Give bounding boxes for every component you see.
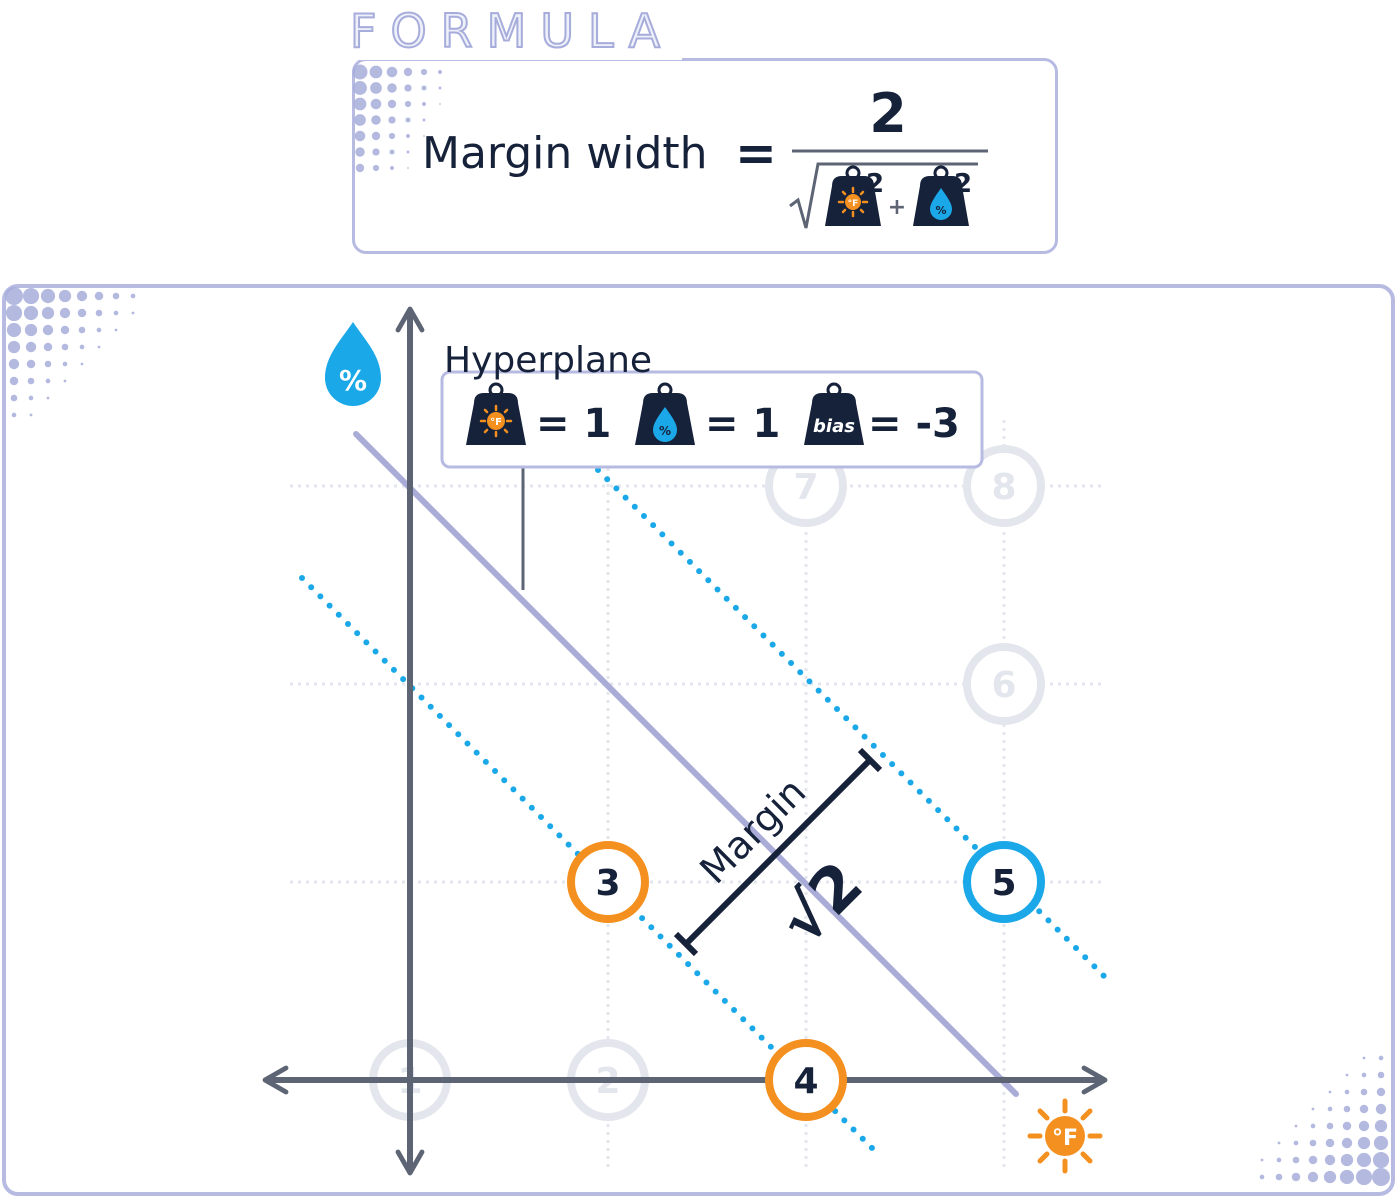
data-point-label: 3 bbox=[595, 863, 620, 904]
temperature-weight-icon: °F bbox=[466, 382, 526, 445]
humidity-axis-icon: % bbox=[325, 322, 381, 406]
formula-equals: = bbox=[735, 124, 777, 182]
formula-plus: + bbox=[888, 195, 906, 220]
bias-weight-icon: bias bbox=[804, 382, 864, 445]
data-point-label: 4 bbox=[793, 1061, 818, 1102]
bias-value: = -3 bbox=[868, 401, 960, 447]
formula-box bbox=[352, 58, 1058, 254]
formula-lhs: Margin width bbox=[422, 128, 708, 179]
data-point-label: 7 bbox=[793, 467, 818, 508]
formula-tab-label: FORMULA bbox=[342, 2, 683, 60]
dot-pattern-decoration bbox=[352, 64, 442, 173]
sqrt-symbol bbox=[789, 162, 978, 229]
margin-indicator bbox=[673, 747, 883, 957]
bias-label: bias bbox=[813, 416, 855, 437]
data-point-4: 4 bbox=[765, 1039, 847, 1121]
svg-text:%: % bbox=[659, 424, 671, 438]
formula-numerator: 2 bbox=[869, 82, 907, 145]
data-point-8: 8 bbox=[963, 445, 1045, 527]
temperature-weight-value: = 1 bbox=[536, 401, 611, 447]
hyperplane-line bbox=[353, 431, 1019, 1097]
data-point-3: 3 bbox=[567, 841, 649, 923]
formula-exponent: 2 bbox=[954, 169, 972, 199]
svg-text:°F: °F bbox=[1052, 1126, 1078, 1151]
dot-pattern-decoration bbox=[5, 287, 136, 418]
temperature-axis-icon: °F bbox=[1027, 1098, 1103, 1174]
temperature-weight-icon: °F bbox=[825, 165, 881, 226]
svg-text:%: % bbox=[935, 204, 946, 217]
svg-text:%: % bbox=[339, 364, 367, 397]
data-point-label: 5 bbox=[991, 863, 1016, 904]
humidity-weight-icon: % bbox=[635, 382, 695, 445]
hyperplane-title: Hyperplane bbox=[444, 340, 652, 381]
data-point-label: 8 bbox=[991, 467, 1016, 508]
data-point-6: 6 bbox=[963, 643, 1045, 725]
data-point-label: 6 bbox=[991, 665, 1016, 706]
data-point-5: 5 bbox=[963, 841, 1045, 923]
humidity-weight-value: = 1 bbox=[705, 401, 780, 447]
dot-pattern-decoration bbox=[1259, 1055, 1390, 1186]
svg-text:°F: °F bbox=[490, 417, 502, 428]
formula-exponent: 2 bbox=[866, 169, 884, 199]
humidity-weight-icon: % bbox=[913, 165, 969, 226]
svg-text:°F: °F bbox=[848, 199, 859, 209]
